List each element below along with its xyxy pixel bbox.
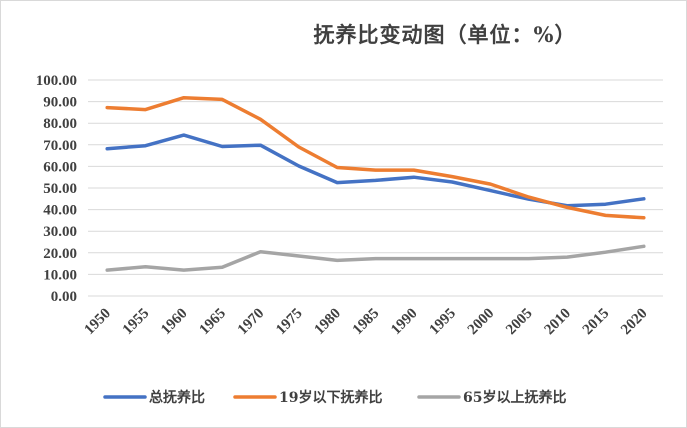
series-line-2 (105, 95, 646, 220)
legend-label-3: 65岁以上抚养比 (463, 389, 566, 406)
y-tick-label: 50.00 (43, 181, 77, 197)
y-tick-label: 10.00 (43, 267, 77, 283)
y-tick-label: 100.00 (36, 73, 77, 89)
y-tick-label: 40.00 (43, 203, 77, 219)
x-tick-label: 1985 (350, 306, 383, 339)
x-tick-label: 2020 (618, 306, 651, 339)
y-tick-label: 70.00 (43, 138, 77, 154)
gridlines (88, 79, 663, 297)
x-tick-label: 2000 (465, 306, 498, 339)
x-tick-label: 1990 (388, 306, 421, 339)
x-tick-label: 1960 (158, 306, 191, 339)
x-tick-label: 1965 (196, 306, 229, 339)
x-tick-label: 1975 (273, 306, 306, 339)
x-tick-label: 1980 (311, 306, 344, 339)
y-tick-label: 60.00 (43, 159, 77, 175)
x-tick-label: 2005 (503, 306, 536, 339)
x-tick-label: 1955 (120, 306, 153, 339)
y-tick-label: 20.00 (43, 246, 77, 262)
chart-title: 抚养比变动图（单位：%） (314, 22, 577, 47)
y-tick-label: 80.00 (43, 116, 77, 132)
y-tick-label: 0.00 (51, 289, 77, 305)
legend: 总抚养比 19岁以下抚养比 65岁以上抚养比 (103, 389, 566, 406)
x-tick-label: 1970 (235, 306, 268, 339)
legend-label-1: 总抚养比 (149, 389, 205, 406)
y-tick-label: 90.00 (43, 95, 77, 111)
x-tick-label: 1950 (81, 306, 114, 339)
series-lines (105, 95, 646, 272)
y-tick-label: 30.00 (43, 224, 77, 240)
x-axis-ticks: 1950 1955 1960 1965 1970 1975 1980 1985 1990 1995… (81, 306, 650, 339)
legend-label-2: 19岁以下抚养比 (279, 389, 382, 406)
x-tick-label: 2010 (541, 306, 574, 339)
y-axis-ticks: 0.00 10.00 20.00 30.00 40.00 50.00 60.00 70.00 8… (36, 73, 77, 305)
series-line-3 (105, 244, 646, 272)
x-tick-label: 2015 (580, 306, 613, 339)
x-tick-label: 1995 (426, 306, 459, 339)
